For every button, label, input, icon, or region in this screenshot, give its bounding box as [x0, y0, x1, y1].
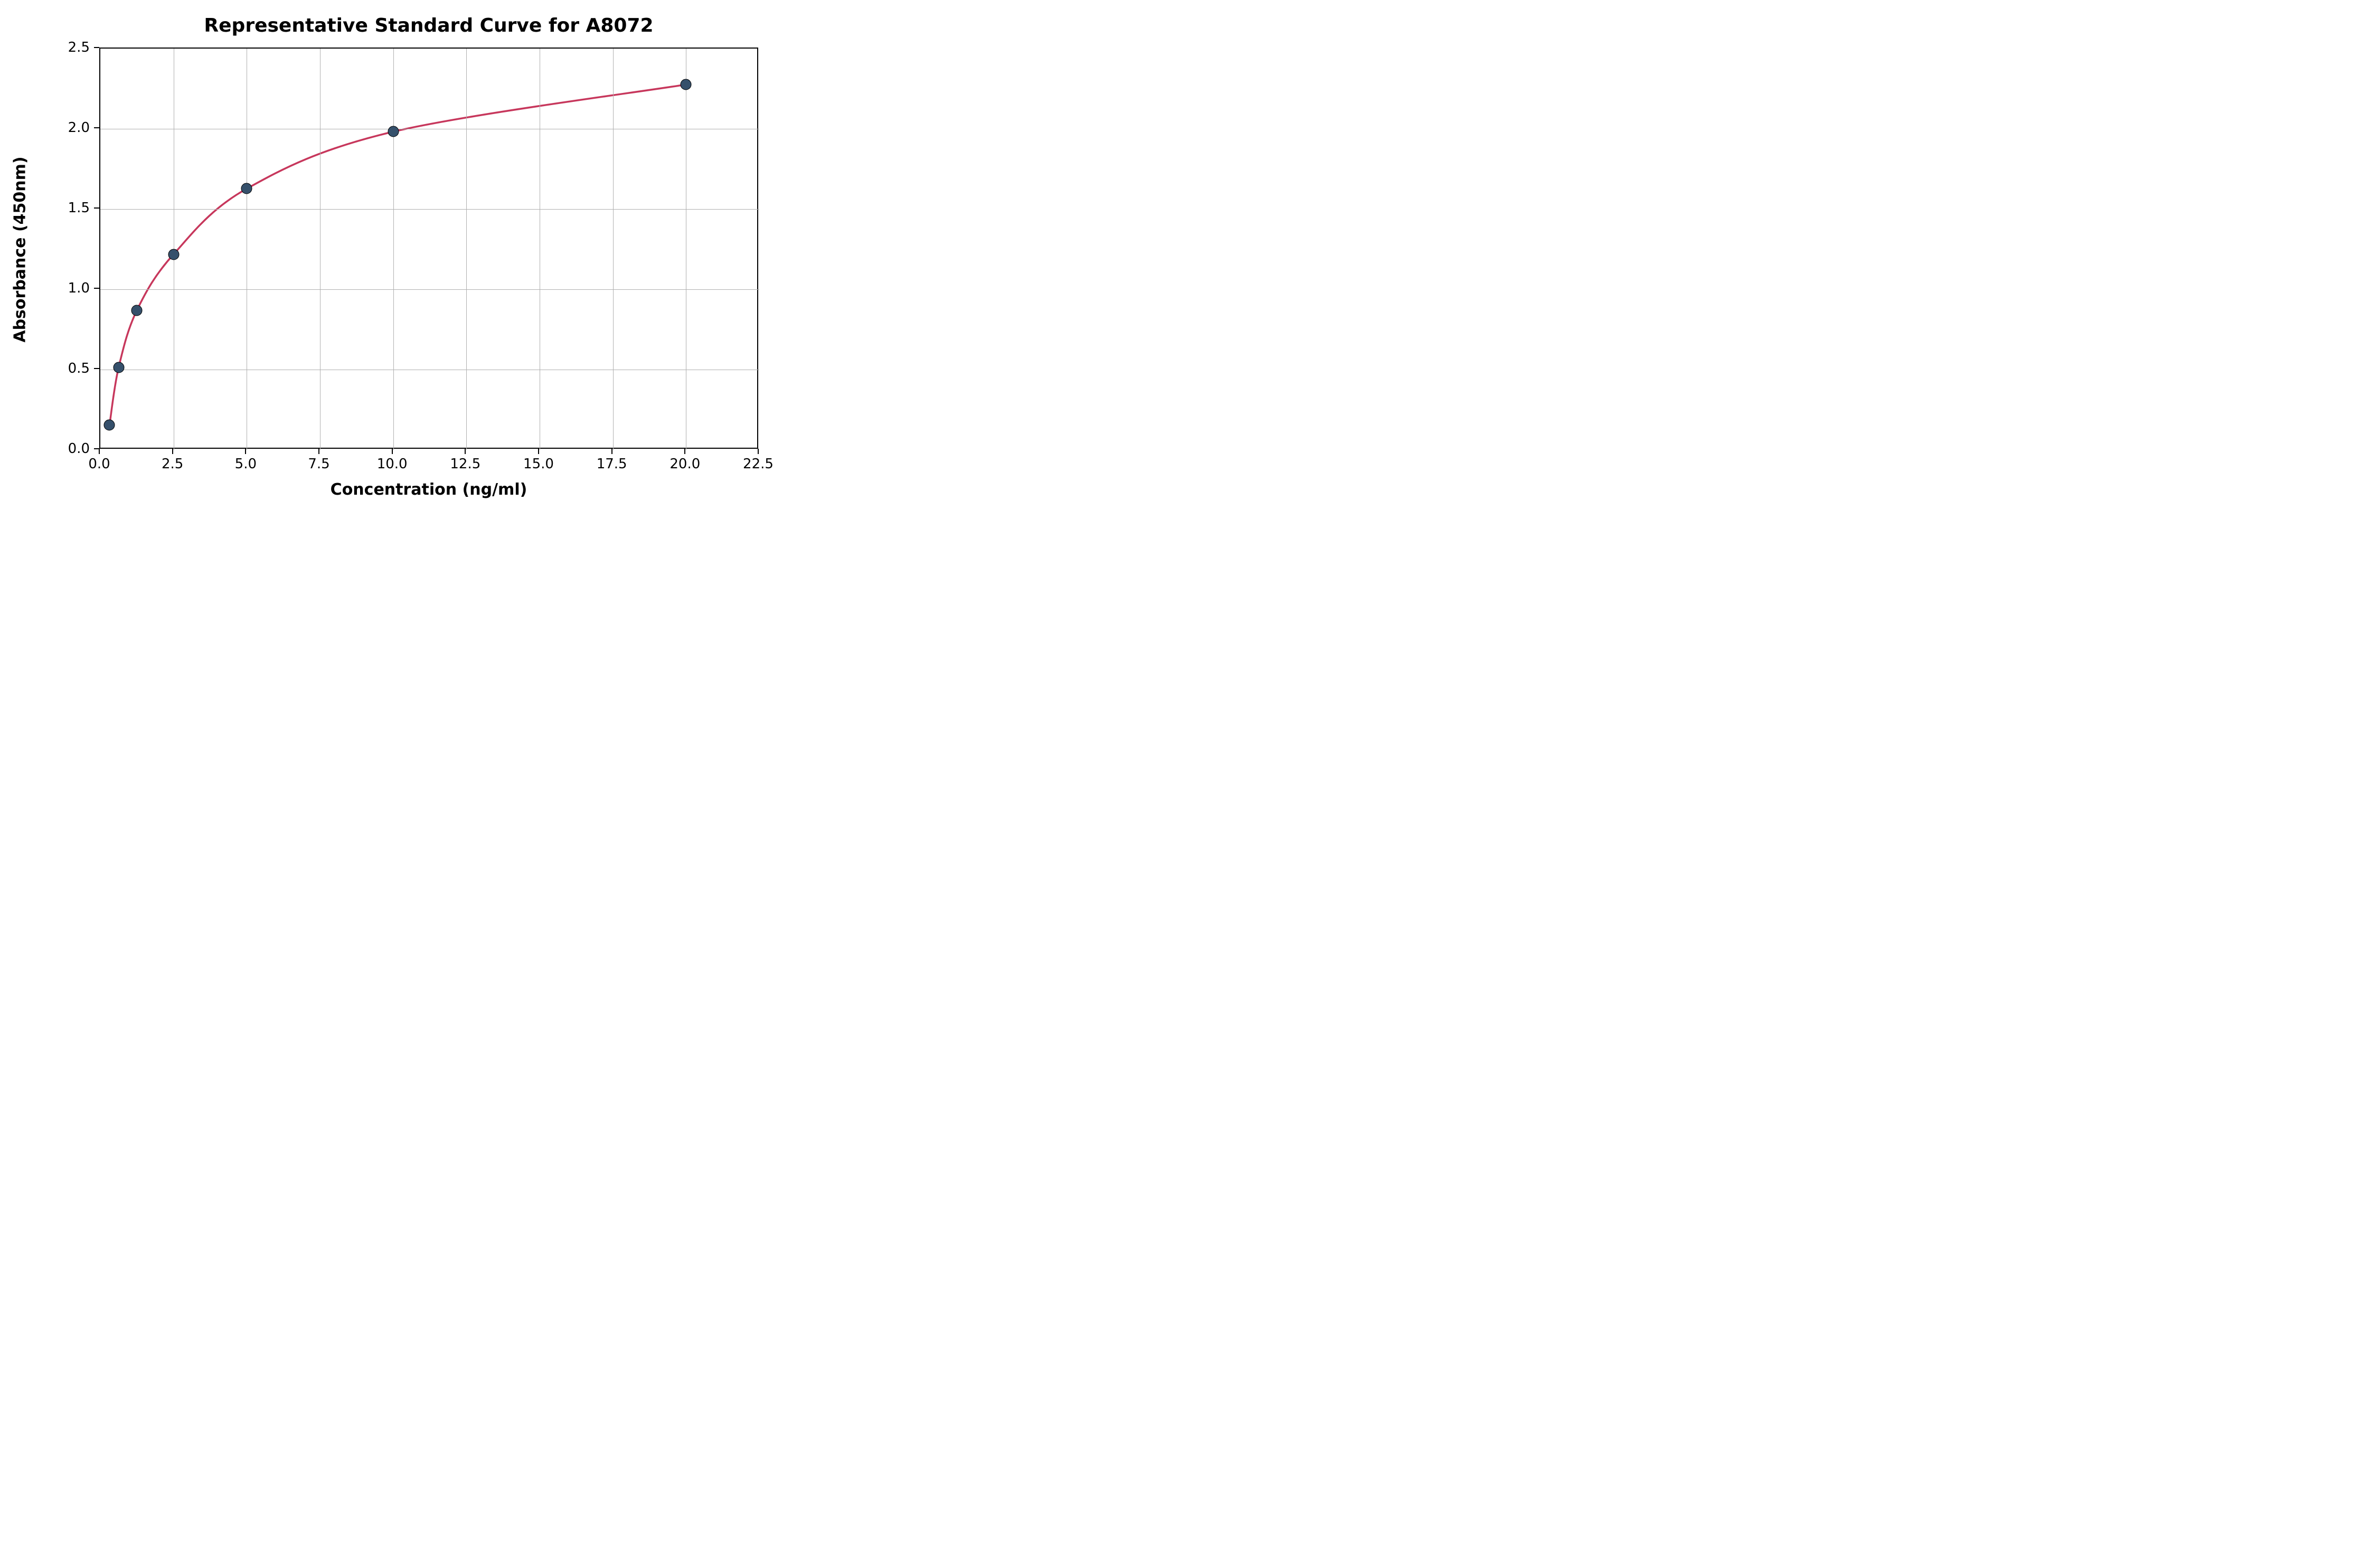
data-point-marker	[681, 79, 692, 90]
grid-line	[100, 289, 759, 290]
y-axis-label: Absorbance (450nm)	[11, 144, 30, 355]
y-tick-mark	[94, 47, 99, 48]
x-tick-label: 12.5	[450, 456, 480, 472]
y-tick-label: 1.0	[68, 280, 90, 296]
x-tick-label: 17.5	[597, 456, 627, 472]
x-tick-label: 7.5	[308, 456, 329, 472]
chart-figure: Representative Standard Curve for A8072 …	[0, 0, 792, 523]
data-point-marker	[168, 249, 179, 260]
x-tick-mark	[758, 449, 759, 454]
chart-title: Representative Standard Curve for A8072	[204, 15, 653, 36]
curve-line	[100, 49, 759, 450]
x-axis-label: Concentration (ng/ml)	[331, 480, 527, 499]
x-tick-mark	[318, 449, 319, 454]
x-tick-mark	[611, 449, 612, 454]
x-tick-label: 22.5	[743, 456, 774, 472]
y-tick-mark	[94, 368, 99, 369]
x-tick-mark	[99, 449, 100, 454]
x-tick-mark	[245, 449, 246, 454]
plot-area	[99, 48, 758, 449]
data-point-marker	[131, 305, 143, 316]
y-tick-mark	[94, 448, 99, 449]
x-tick-label: 0.0	[88, 456, 110, 472]
y-tick-mark	[94, 127, 99, 128]
y-tick-mark	[94, 207, 99, 209]
x-tick-label: 5.0	[235, 456, 257, 472]
x-tick-label: 20.0	[670, 456, 700, 472]
grid-line	[466, 49, 467, 450]
y-tick-label: 2.0	[68, 120, 90, 136]
x-tick-label: 10.0	[377, 456, 408, 472]
x-tick-mark	[172, 449, 173, 454]
data-point-marker	[241, 183, 252, 194]
grid-line	[393, 49, 394, 450]
grid-line	[100, 209, 759, 210]
data-point-marker	[388, 126, 399, 137]
x-tick-mark	[465, 449, 466, 454]
y-tick-label: 0.5	[68, 361, 90, 376]
x-tick-mark	[538, 449, 539, 454]
data-point-marker	[104, 420, 115, 431]
y-tick-label: 1.5	[68, 200, 90, 216]
y-tick-mark	[94, 288, 99, 289]
x-tick-label: 2.5	[162, 456, 183, 472]
x-tick-mark	[392, 449, 393, 454]
x-tick-label: 15.0	[523, 456, 554, 472]
y-tick-label: 0.0	[68, 441, 90, 457]
data-point-marker	[113, 362, 124, 373]
fit-curve	[109, 84, 686, 425]
y-tick-label: 2.5	[68, 40, 90, 55]
x-tick-mark	[684, 449, 685, 454]
grid-line	[613, 49, 614, 450]
